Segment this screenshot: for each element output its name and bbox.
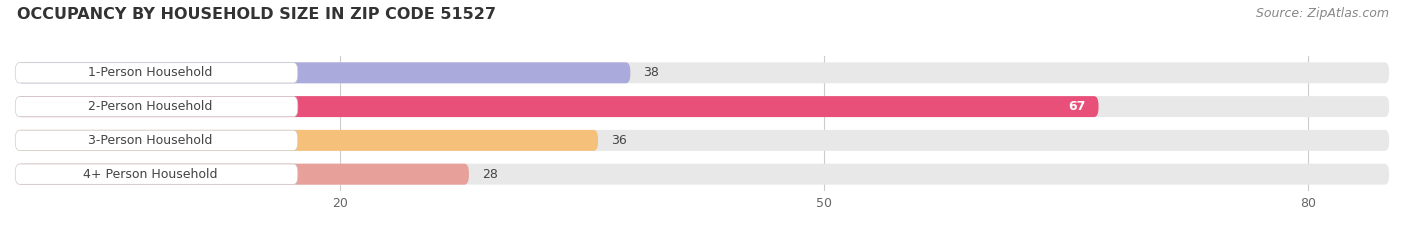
Text: 2-Person Household: 2-Person Household: [87, 100, 212, 113]
FancyBboxPatch shape: [17, 96, 1389, 117]
Text: 1-Person Household: 1-Person Household: [87, 66, 212, 79]
FancyBboxPatch shape: [15, 130, 298, 151]
Text: OCCUPANCY BY HOUSEHOLD SIZE IN ZIP CODE 51527: OCCUPANCY BY HOUSEHOLD SIZE IN ZIP CODE …: [17, 7, 496, 22]
Text: Source: ZipAtlas.com: Source: ZipAtlas.com: [1256, 7, 1389, 20]
Text: 3-Person Household: 3-Person Household: [87, 134, 212, 147]
Text: 28: 28: [482, 168, 498, 181]
Text: 4+ Person Household: 4+ Person Household: [83, 168, 218, 181]
Text: 67: 67: [1069, 100, 1085, 113]
FancyBboxPatch shape: [17, 62, 1389, 83]
FancyBboxPatch shape: [17, 164, 1389, 185]
Text: 36: 36: [612, 134, 627, 147]
Text: 38: 38: [644, 66, 659, 79]
FancyBboxPatch shape: [17, 130, 598, 151]
FancyBboxPatch shape: [17, 96, 1098, 117]
FancyBboxPatch shape: [17, 62, 630, 83]
FancyBboxPatch shape: [15, 164, 298, 184]
FancyBboxPatch shape: [17, 164, 470, 185]
FancyBboxPatch shape: [15, 96, 298, 117]
FancyBboxPatch shape: [15, 63, 298, 83]
FancyBboxPatch shape: [17, 130, 1389, 151]
